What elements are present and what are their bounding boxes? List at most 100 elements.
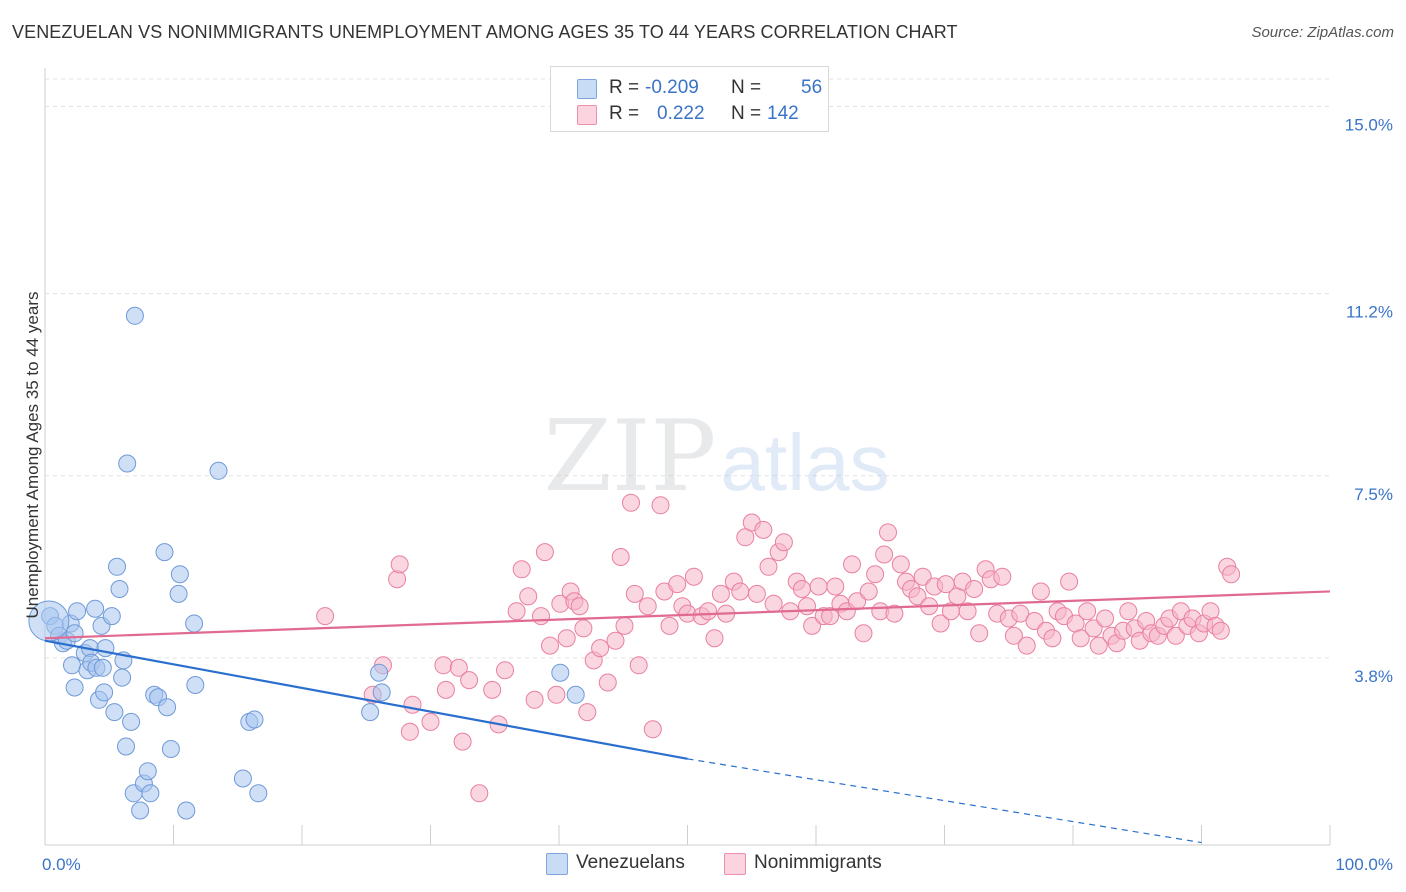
nonimmigrants-point	[803, 616, 822, 635]
watermark-atlas: atlas	[721, 418, 890, 507]
venezuelans-point	[86, 599, 105, 618]
venezuelans-point	[170, 565, 189, 584]
nonimmigrants-point	[316, 607, 335, 626]
nonimmigrants-point	[1119, 602, 1138, 621]
venezuelans-point	[65, 678, 84, 697]
nonimmigrants-point	[400, 722, 419, 741]
nonimmigrants-point	[879, 523, 897, 542]
x-tick-label: 0.0%	[42, 855, 81, 874]
nonimmigrants-point	[821, 607, 840, 626]
nonimmigrants-point	[1222, 565, 1241, 584]
series-legend: Venezuelans Nonimmigrants	[0, 851, 1406, 877]
nonimmigrants-point	[754, 520, 773, 539]
nonimmigrants-point	[1025, 612, 1044, 630]
axes	[44, 68, 1331, 846]
nonimmigrants-point	[965, 580, 984, 598]
tick-labels: 3.8% 7.5% 11.2% 15.0% 0.0% 100.0%	[42, 116, 1393, 874]
venezuelans-point	[102, 607, 121, 626]
nonimmigrants-point	[1031, 582, 1050, 601]
nonimmigrants-point	[970, 624, 989, 643]
venezuelans-point	[372, 683, 391, 702]
nonimmigrants-point	[643, 720, 662, 739]
x-tick-label: 100.0%	[1335, 855, 1393, 874]
venezuelans-point	[131, 801, 150, 820]
venezuelans-point	[551, 663, 570, 682]
nonimmigrants-point	[449, 658, 468, 677]
nonimmigrants-point	[875, 545, 894, 564]
nonimmigrants-point	[843, 555, 861, 574]
venezuelans-point	[138, 762, 157, 781]
y-tick-label: 15.0%	[1345, 116, 1393, 135]
nonimmigrants-point	[625, 584, 644, 603]
nonimmigrants-point	[1060, 572, 1079, 591]
venezuelans-point	[110, 580, 129, 598]
nonimmigrants-point	[547, 685, 566, 704]
nonimmigrants-point	[826, 577, 845, 596]
nonimmigrants-point	[532, 607, 550, 626]
nonimmigrants-point	[421, 712, 440, 731]
nonimmigrants-point	[507, 602, 526, 621]
nonimmigrants-point	[512, 560, 531, 579]
nonimmigrants-point	[684, 567, 703, 586]
nonimmigrants-point	[525, 690, 544, 709]
venezuelans-point	[361, 703, 380, 722]
nonimmigrants-point	[1011, 604, 1030, 623]
nonimmigrants-point	[747, 584, 766, 603]
venezuelans-point	[117, 737, 135, 756]
venezuelans-point	[169, 584, 188, 603]
nonimmigrants-point	[453, 732, 472, 751]
nonimmigrants-point	[615, 616, 634, 635]
venezuelans-point	[125, 306, 144, 325]
venezuelans-point	[122, 712, 141, 731]
nonimmigrants-point	[859, 582, 878, 601]
legend-swatch-nonimmigrants	[724, 853, 746, 875]
nonimmigrants-point	[885, 604, 904, 623]
nonimmigrants-point	[891, 555, 910, 574]
venezuelans-point	[105, 703, 124, 722]
venezuelans-point	[209, 461, 228, 480]
nonimmigrants-point	[460, 671, 479, 690]
legend-n-label: N =	[731, 77, 762, 98]
legend-r-value: -0.209	[645, 77, 699, 98]
nonimmigrants-point	[606, 631, 625, 650]
nonimmigrants-point	[993, 567, 1012, 586]
source-credit: Source: ZipAtlas.com	[1251, 24, 1394, 41]
venezuelans-point	[245, 710, 264, 729]
venezuelans-point	[141, 784, 160, 803]
nonimmigrants-point	[731, 582, 750, 601]
nonimmigrants-point	[736, 528, 755, 547]
nonimmigrants-point	[403, 695, 422, 714]
trend-lines	[44, 590, 1331, 844]
nonimmigrants-point	[388, 570, 407, 589]
venezuelans-point	[566, 685, 585, 704]
nonimmigrants-trend-line	[44, 590, 1331, 640]
nonimmigrants-point	[483, 680, 502, 699]
legend-r-value: 0.222	[657, 103, 705, 124]
venezuelans-point	[96, 639, 115, 658]
venezuelans-trend-line	[44, 639, 688, 760]
venezuelans-trend-line-extension	[687, 758, 1202, 844]
nonimmigrants-point	[519, 587, 538, 606]
venezuelans-point	[185, 614, 204, 633]
nonimmigrants-point	[436, 680, 455, 699]
nonimmigrants-point	[622, 493, 640, 512]
y-axis-title: Unemployment Among Ages 35 to 44 years	[23, 291, 42, 619]
nonimmigrants-point	[1078, 602, 1097, 621]
legend-n-label: N =	[731, 103, 762, 124]
nonimmigrants-point	[1071, 629, 1090, 648]
watermark: ZIP atlas	[544, 400, 890, 514]
venezuelans-point	[118, 454, 137, 473]
correlation-legend: R = -0.209 N = 56 R = 0.222 N = 142	[550, 66, 829, 132]
legend-swatch-venezuelans	[546, 853, 568, 875]
nonimmigrants-point	[958, 602, 977, 621]
nonimmigrants-point	[611, 548, 630, 566]
nonimmigrants-point	[1084, 619, 1103, 638]
venezuelans-point	[233, 769, 252, 788]
venezuelans-points	[28, 306, 585, 820]
nonimmigrants-points	[316, 493, 1241, 803]
venezuelans-point	[161, 740, 180, 758]
nonimmigrants-point	[591, 639, 610, 658]
venezuelans-point	[68, 602, 87, 621]
y-tick-label: 7.5%	[1354, 485, 1393, 504]
